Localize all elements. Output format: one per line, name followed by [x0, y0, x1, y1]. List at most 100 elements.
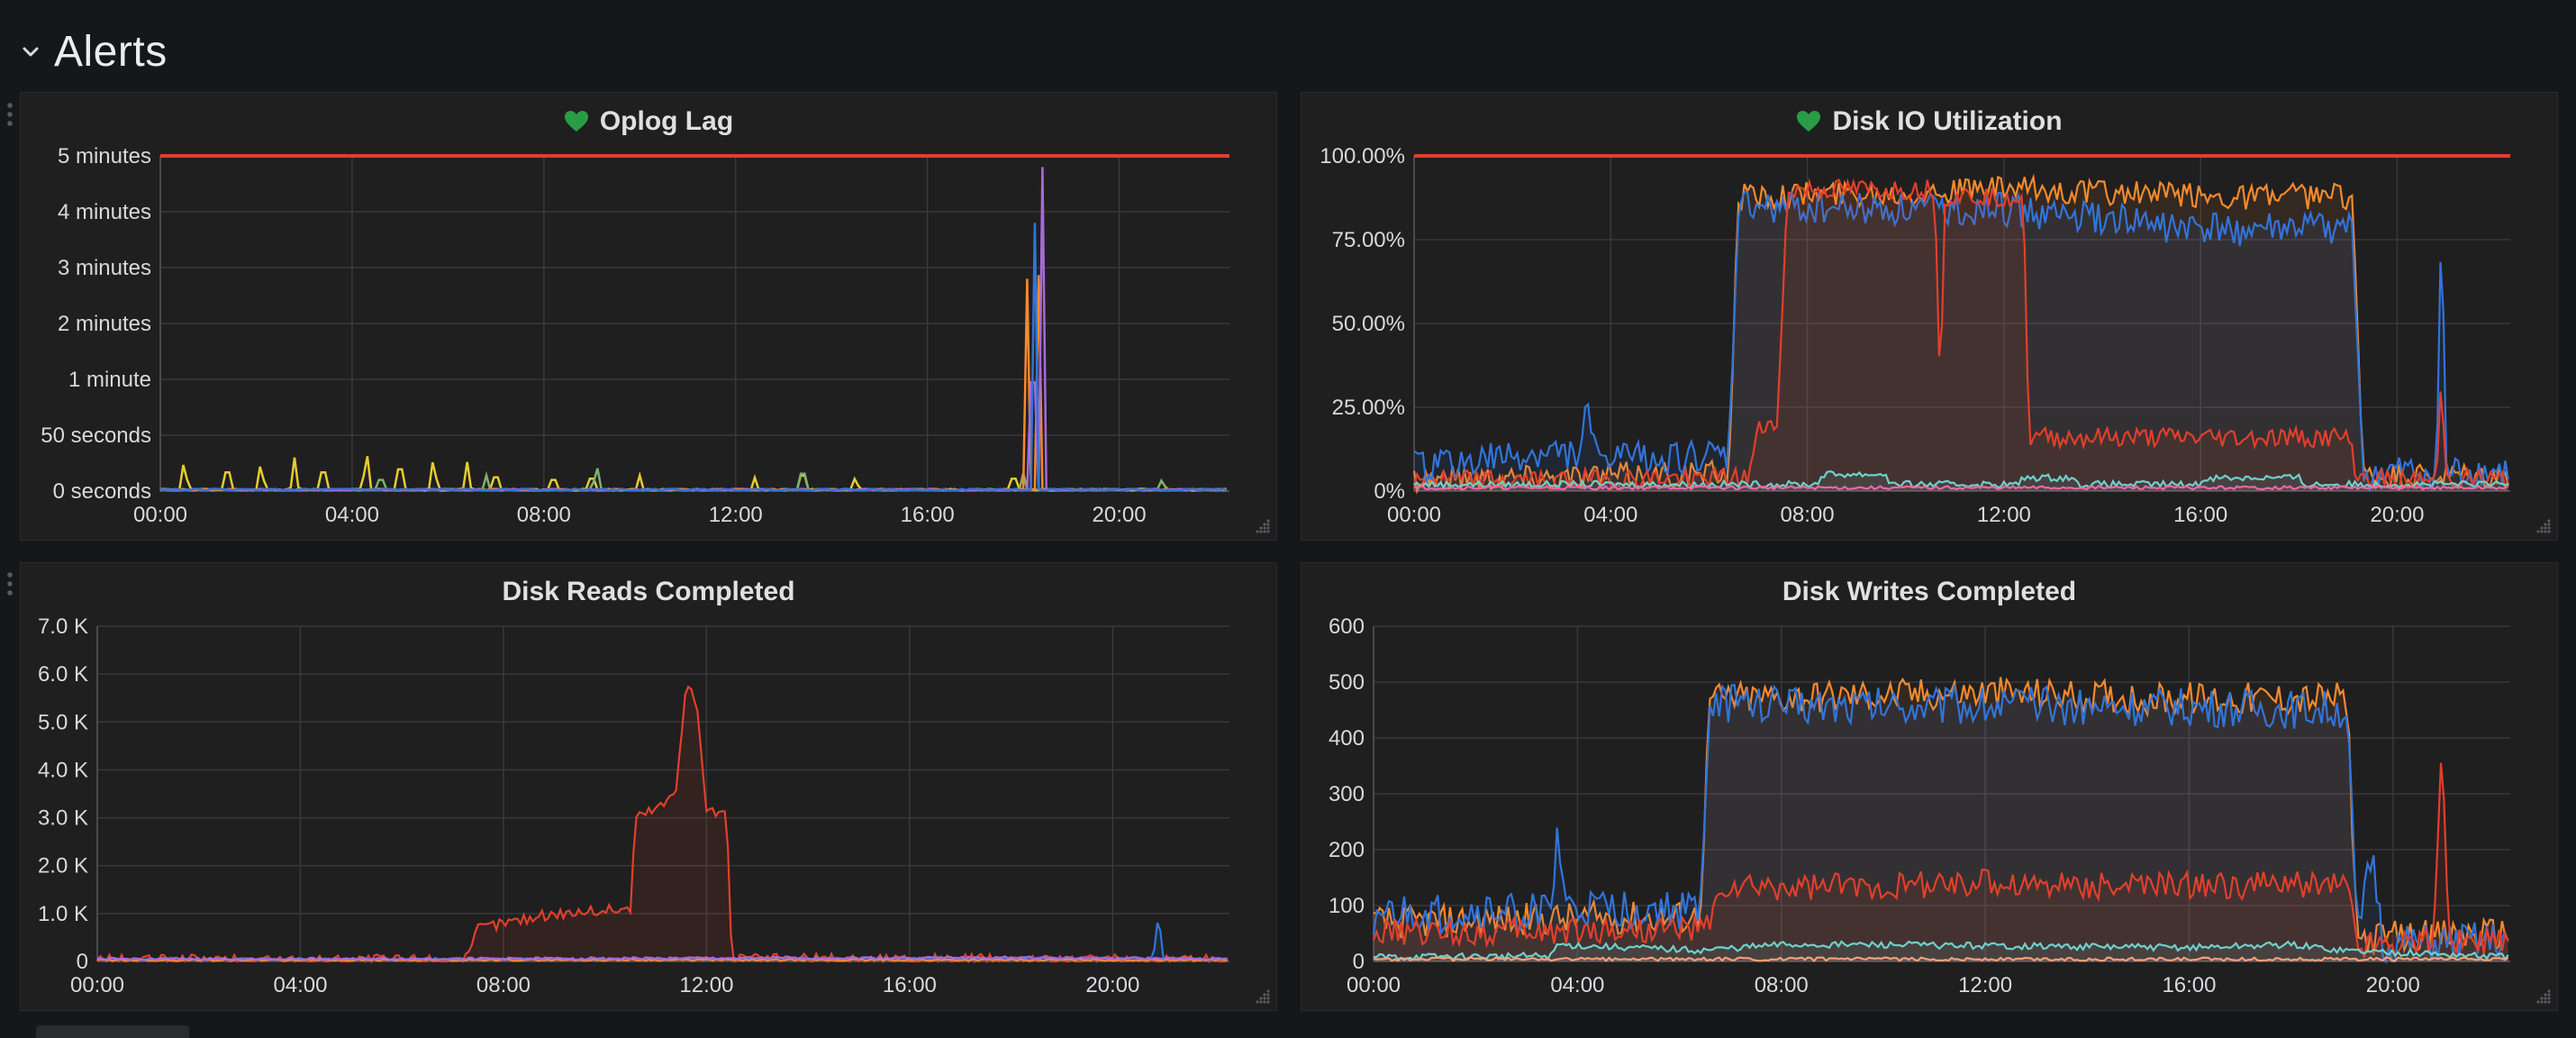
y-tick-label: 50.00%	[1332, 312, 1405, 336]
panel-title[interactable]: Disk Reads Completed	[21, 569, 1276, 615]
y-tick-label: 400	[1329, 726, 1365, 751]
y-tick-label: 2.0 K	[38, 854, 88, 879]
y-tick-label: 0%	[1374, 479, 1405, 504]
y-tick-label: 300	[1329, 782, 1365, 806]
x-tick-label: 04:00	[273, 973, 327, 997]
y-tick-label: 600	[1329, 615, 1365, 639]
x-tick-label: 00:00	[133, 503, 187, 527]
panel-title[interactable]: Disk Writes Completed	[1302, 569, 2557, 615]
x-tick-label: 08:00	[1781, 503, 1835, 527]
x-tick-label: 00:00	[1387, 503, 1441, 527]
x-tick-label: 16:00	[883, 973, 937, 997]
x-tick-label: 20:00	[2370, 503, 2424, 527]
series-line	[159, 275, 1227, 492]
x-tick-label: 00:00	[1347, 973, 1401, 997]
disk-io-utilization-chart: 0% 25.00% 50.00% 75.00% 100.00% 00:00 04:00 08:…	[1320, 144, 2510, 527]
series-line	[1413, 485, 2509, 491]
series-line	[96, 958, 1228, 962]
x-tick-label: 20:00	[1085, 973, 1139, 997]
row-title: Alerts	[54, 27, 168, 76]
series-line	[1372, 762, 2509, 958]
x-tick-label: 08:00	[1755, 973, 1809, 997]
resize-handle-icon[interactable]	[2535, 988, 2552, 1005]
x-tick-label: 08:00	[476, 973, 531, 997]
disk-writes-completed-chart: 0 100 200 300 400 500 600 00:00 04:00 08:00 12:00 1…	[1329, 615, 2510, 997]
next-row-tab[interactable]	[36, 1025, 189, 1038]
y-tick-label: 25.00%	[1332, 396, 1405, 420]
panel-title-text: Oplog Lag	[599, 106, 734, 136]
series-line	[1373, 940, 2509, 961]
resize-handle-icon[interactable]	[1255, 988, 1271, 1005]
series-line	[1373, 956, 2509, 962]
panel-oplog-lag[interactable]: Oplog Lag 0 seconds 50 seconds 1 minute 2 m…	[20, 92, 1277, 541]
y-tick-label: 5 minutes	[58, 144, 151, 168]
series-line	[160, 167, 1228, 492]
chevron-down-icon[interactable]	[20, 41, 41, 62]
x-tick-label: 20:00	[2366, 973, 2420, 997]
series-line	[159, 223, 1228, 492]
x-tick-label: 12:00	[709, 503, 763, 527]
y-tick-label: 500	[1329, 670, 1365, 695]
x-tick-label: 04:00	[1583, 503, 1637, 527]
series-area	[97, 687, 1228, 961]
x-tick-label: 04:00	[1550, 973, 1604, 997]
x-tick-label: 12:00	[1958, 973, 2012, 997]
x-tick-label: 16:00	[2162, 973, 2216, 997]
x-tick-label: 08:00	[517, 503, 571, 527]
y-tick-label: 3 minutes	[58, 256, 151, 280]
series-line	[1413, 188, 2509, 492]
series-area	[1374, 941, 2508, 961]
series-line	[96, 955, 1229, 961]
disk-reads-completed-chart: 0 1.0 K 2.0 K 3.0 K 4.0 K 5.0 K 6.0 K 7.0 K 00:0…	[38, 615, 1229, 997]
y-tick-label: 1 minute	[68, 368, 151, 392]
y-tick-label: 0 seconds	[53, 479, 151, 504]
x-tick-label: 16:00	[901, 503, 955, 527]
series-line	[1412, 173, 2509, 495]
series-area	[1374, 685, 2508, 961]
panel-drag-handle[interactable]	[5, 101, 14, 128]
panel-title[interactable]: Disk IO Utilization	[1302, 98, 2557, 145]
y-tick-label: 0	[77, 950, 88, 974]
y-tick-label: 3.0 K	[38, 806, 88, 831]
y-tick-label: 1.0 K	[38, 902, 88, 926]
oplog-lag-chart: 0 seconds 50 seconds 1 minute 2 minutes 3 mi…	[41, 144, 1229, 527]
panel-title-text: Disk Reads Completed	[502, 577, 795, 606]
series-line	[1372, 683, 2509, 964]
x-tick-label: 12:00	[679, 973, 733, 997]
series-area	[1374, 762, 2508, 961]
y-tick-label: 100	[1329, 894, 1365, 918]
y-tick-label: 100.00%	[1320, 144, 1405, 168]
x-tick-label: 00:00	[70, 973, 124, 997]
panel-disk-io-utilization[interactable]: Disk IO Utilization 0% 25.00% 50.00% 75.00%…	[1301, 92, 2558, 541]
x-tick-label: 16:00	[2173, 503, 2227, 527]
x-tick-label: 20:00	[1093, 503, 1147, 527]
series-area	[1414, 471, 2508, 491]
y-tick-label: 0	[1353, 950, 1365, 974]
y-tick-label: 75.00%	[1332, 228, 1405, 252]
y-tick-label: 5.0 K	[38, 710, 88, 734]
y-tick-label: 200	[1329, 838, 1365, 862]
series-line	[1413, 469, 2509, 490]
y-tick-label: 50 seconds	[41, 423, 151, 448]
x-tick-label: 04:00	[325, 503, 379, 527]
y-tick-label: 7.0 K	[38, 615, 88, 639]
series-area	[1414, 191, 2508, 491]
x-tick-label: 12:00	[1977, 503, 2031, 527]
panel-title-text: Disk IO Utilization	[1832, 106, 2063, 136]
panel-disk-reads-completed[interactable]: Disk Reads Completed 0 1.0 K 2.0 K 3.0 K 4.0…	[20, 562, 1277, 1011]
heart-green-icon	[564, 111, 588, 132]
y-tick-label: 4 minutes	[58, 200, 151, 224]
y-tick-label: 4.0 K	[38, 758, 88, 782]
series-area	[1414, 179, 2508, 491]
row-header-alerts[interactable]: Alerts	[20, 20, 168, 83]
panel-disk-writes-completed[interactable]: Disk Writes Completed 0 100 200 300 400 500 60…	[1301, 562, 2558, 1011]
resize-handle-icon[interactable]	[2535, 518, 2552, 534]
series-line	[1373, 677, 2509, 955]
panel-title[interactable]: Oplog Lag	[21, 98, 1276, 145]
panel-drag-handle[interactable]	[5, 570, 14, 597]
series-area	[1414, 177, 2508, 491]
resize-handle-icon[interactable]	[1255, 518, 1271, 534]
y-tick-label: 6.0 K	[38, 662, 88, 687]
series-line	[1412, 178, 2509, 492]
panel-title-text: Disk Writes Completed	[1782, 577, 2077, 606]
